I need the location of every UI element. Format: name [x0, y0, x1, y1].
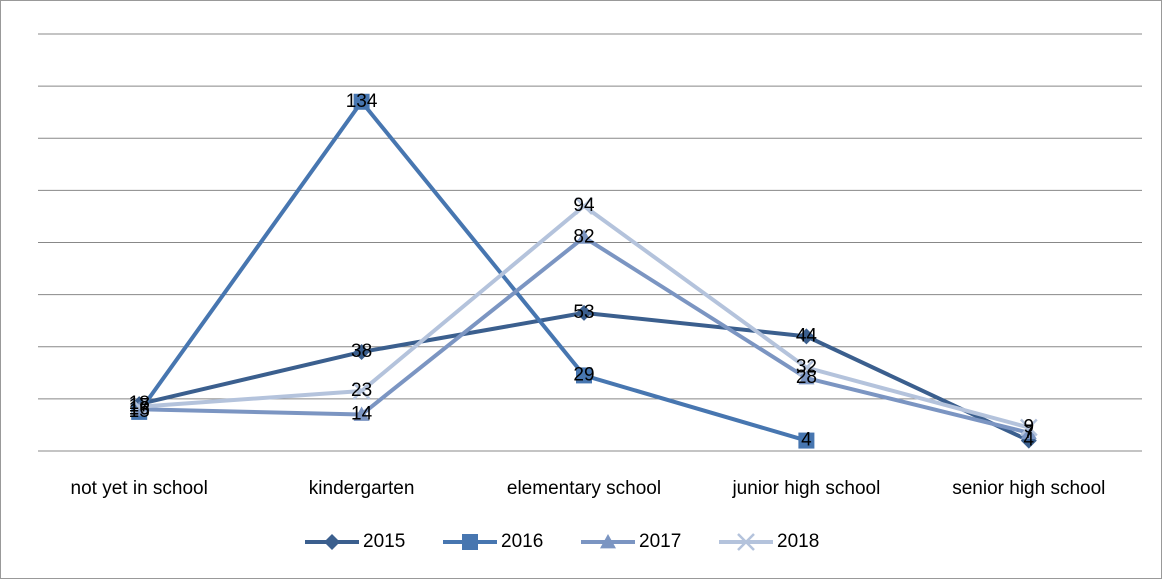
x-tick-label: elementary school [507, 478, 661, 499]
marker [130, 397, 149, 416]
legend-label: 2016 [501, 531, 543, 552]
data-label: 14 [351, 404, 373, 425]
marker [798, 370, 815, 385]
marker [353, 343, 370, 360]
data-label: 82 [573, 226, 594, 247]
data-label: 4 [1024, 430, 1035, 451]
marker [462, 534, 478, 550]
data-label: 4 [801, 430, 812, 451]
marker [1020, 424, 1037, 440]
data-label: 94 [573, 195, 595, 216]
data-label: 38 [351, 341, 372, 362]
x-tick-label: junior high school [731, 478, 880, 499]
legend-marker [737, 533, 755, 551]
marker [575, 197, 593, 215]
marker [352, 382, 371, 400]
data-label: 44 [796, 325, 818, 346]
data-label: 28 [796, 367, 817, 388]
legend-marker [324, 534, 340, 550]
marker [576, 367, 592, 384]
marker [324, 534, 340, 550]
legend-label: 2015 [363, 531, 405, 552]
marker [576, 304, 592, 321]
x-tick-label: senior high school [952, 478, 1105, 499]
x-tick-label: kindergarten [309, 478, 415, 499]
marker [353, 406, 370, 421]
marker [1019, 418, 1038, 437]
marker [576, 229, 592, 244]
data-label: 9 [1024, 417, 1035, 438]
data-label: 29 [573, 364, 594, 385]
legend-marker [600, 534, 616, 549]
data-label: 18 [129, 393, 150, 414]
marker [353, 93, 370, 110]
data-label: 7 [1024, 422, 1035, 443]
series-line [137, 99, 807, 443]
marker [737, 533, 755, 551]
data-label: 16 [129, 398, 150, 419]
data-label: 23 [351, 380, 372, 401]
data-label: 53 [573, 302, 594, 323]
marker [798, 328, 815, 345]
legend-marker [462, 534, 478, 550]
data-label: 15 [129, 401, 150, 422]
marker [798, 432, 815, 449]
x-tick-label: not yet in school [71, 478, 208, 499]
marker [600, 534, 616, 549]
legend-label: 2017 [639, 531, 681, 552]
data-label: 17 [129, 396, 150, 417]
data-label: 32 [796, 357, 817, 378]
data-label: 134 [346, 91, 378, 112]
marker [797, 358, 816, 377]
legend-label: 2018 [777, 531, 819, 552]
